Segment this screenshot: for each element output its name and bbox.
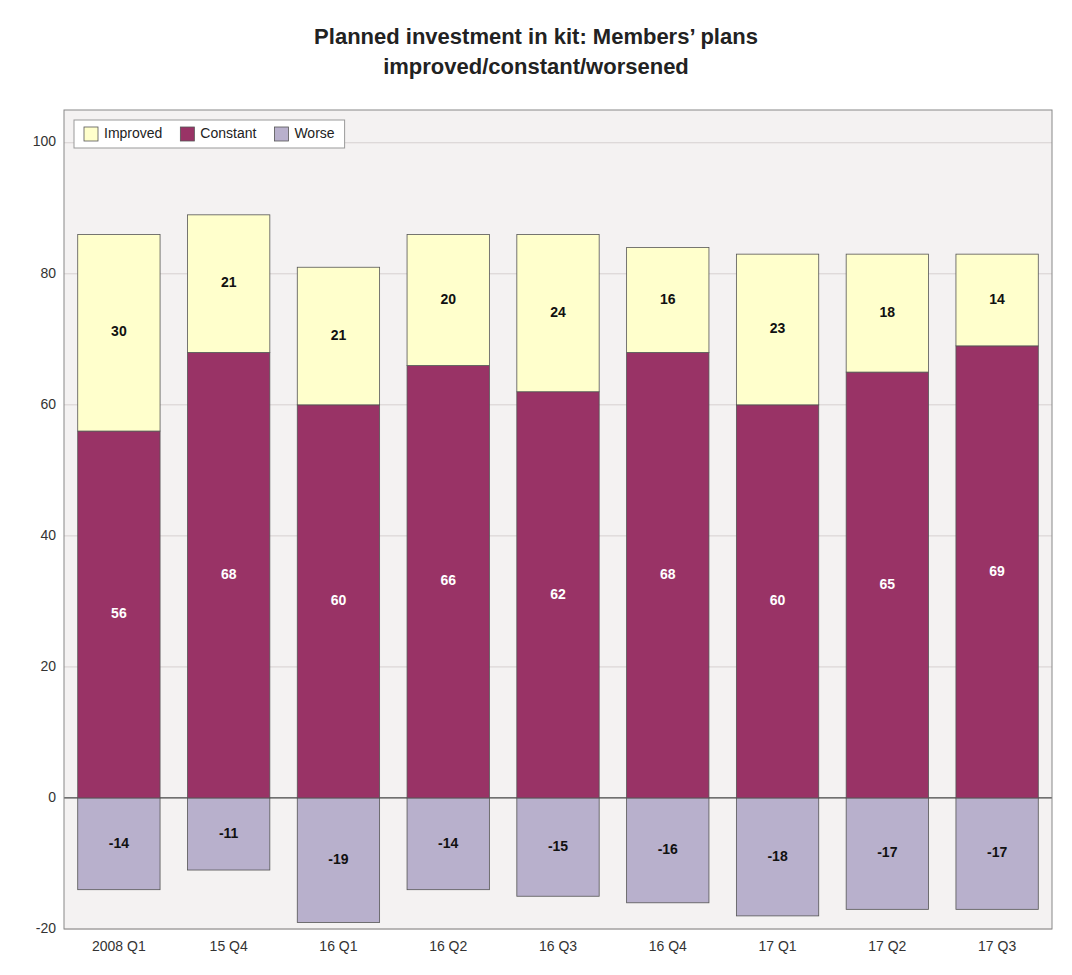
- y-tick-label: -20: [36, 920, 56, 936]
- data-label: 21: [221, 274, 237, 290]
- x-tick-label: 17 Q3: [978, 938, 1016, 954]
- chart: Planned investment in kit: Members’ plan…: [0, 0, 1072, 975]
- y-tick-label: 100: [33, 133, 57, 149]
- bar: [736, 798, 818, 916]
- legend-label: Improved: [104, 125, 162, 141]
- y-tick-label: 0: [48, 789, 56, 805]
- bar: [407, 798, 489, 890]
- legend: Improved Constant Worse: [74, 120, 345, 148]
- x-tick-label: 15 Q4: [210, 938, 248, 954]
- bar: [627, 248, 709, 353]
- data-label: 65: [880, 576, 896, 592]
- bar: [846, 372, 928, 798]
- data-labels: -14 56 30 -11 68 21 -19 60 21 -14 66 20 -15 62 24 -16 68…: [109, 274, 1008, 867]
- legend-swatch: [180, 127, 194, 141]
- bar: [297, 798, 379, 922]
- bar: [956, 798, 1038, 909]
- bar: [627, 798, 709, 903]
- bar: [517, 798, 599, 896]
- data-label: 62: [550, 586, 566, 602]
- x-tick-label: 16 Q1: [319, 938, 357, 954]
- bar: [736, 405, 818, 798]
- bar: [846, 798, 928, 909]
- bar: [407, 366, 489, 798]
- bar: [736, 254, 818, 405]
- data-label: -16: [658, 841, 678, 857]
- bar: [407, 234, 489, 365]
- x-tick-label: 16 Q4: [649, 938, 687, 954]
- y-tick-label: 20: [40, 658, 56, 674]
- x-tick-label: 16 Q2: [429, 938, 467, 954]
- data-label: 14: [989, 291, 1005, 307]
- data-label: -17: [877, 844, 897, 860]
- x-tick-label: 17 Q2: [868, 938, 906, 954]
- legend-label: Constant: [200, 125, 256, 141]
- bar: [297, 267, 379, 405]
- data-label: 16: [660, 291, 676, 307]
- data-label: -11: [219, 825, 239, 841]
- y-tick-label: 60: [40, 396, 56, 412]
- title: Planned investment in kit: Members’ plan…: [314, 24, 758, 79]
- bar: [956, 254, 1038, 346]
- legend-swatch: [274, 127, 288, 141]
- data-label: 60: [331, 592, 347, 608]
- legend-label: Worse: [294, 125, 334, 141]
- bars: [78, 215, 1039, 923]
- x-tick-label: 16 Q3: [539, 938, 577, 954]
- bar: [517, 392, 599, 798]
- bar: [188, 798, 270, 870]
- y-tick-label: 80: [40, 265, 56, 281]
- data-label: -19: [328, 851, 348, 867]
- x-tick-label: 2008 Q1: [92, 938, 146, 954]
- legend-box: [74, 120, 345, 148]
- data-label: 30: [111, 323, 127, 339]
- data-label: 20: [440, 291, 456, 307]
- data-label: 68: [660, 566, 676, 582]
- bar: [297, 405, 379, 798]
- data-label: 69: [989, 563, 1005, 579]
- data-label: -14: [438, 835, 458, 851]
- data-label: 18: [880, 304, 896, 320]
- data-label: -14: [109, 835, 129, 851]
- y-tick-label: 40: [40, 527, 56, 543]
- plot-background: [64, 110, 1052, 929]
- data-label: 68: [221, 566, 237, 582]
- data-label: -18: [767, 848, 787, 864]
- bar: [188, 352, 270, 798]
- bar: [517, 234, 599, 391]
- bar: [188, 215, 270, 353]
- bar: [78, 234, 160, 431]
- legend-swatch: [84, 127, 98, 141]
- data-label: -15: [548, 838, 568, 854]
- data-label: 21: [331, 327, 347, 343]
- data-label: 23: [770, 320, 786, 336]
- data-label: 56: [111, 605, 127, 621]
- data-label: -17: [987, 844, 1007, 860]
- grid: [64, 143, 1052, 929]
- plot-frame: [64, 110, 1052, 929]
- bar: [78, 798, 160, 890]
- bar: [627, 352, 709, 798]
- data-label: 24: [550, 304, 566, 320]
- bar: [956, 346, 1038, 798]
- data-label: 60: [770, 592, 786, 608]
- bar: [78, 431, 160, 798]
- bar: [846, 254, 928, 372]
- x-tick-label: 17 Q1: [758, 938, 796, 954]
- data-label: 66: [440, 572, 456, 588]
